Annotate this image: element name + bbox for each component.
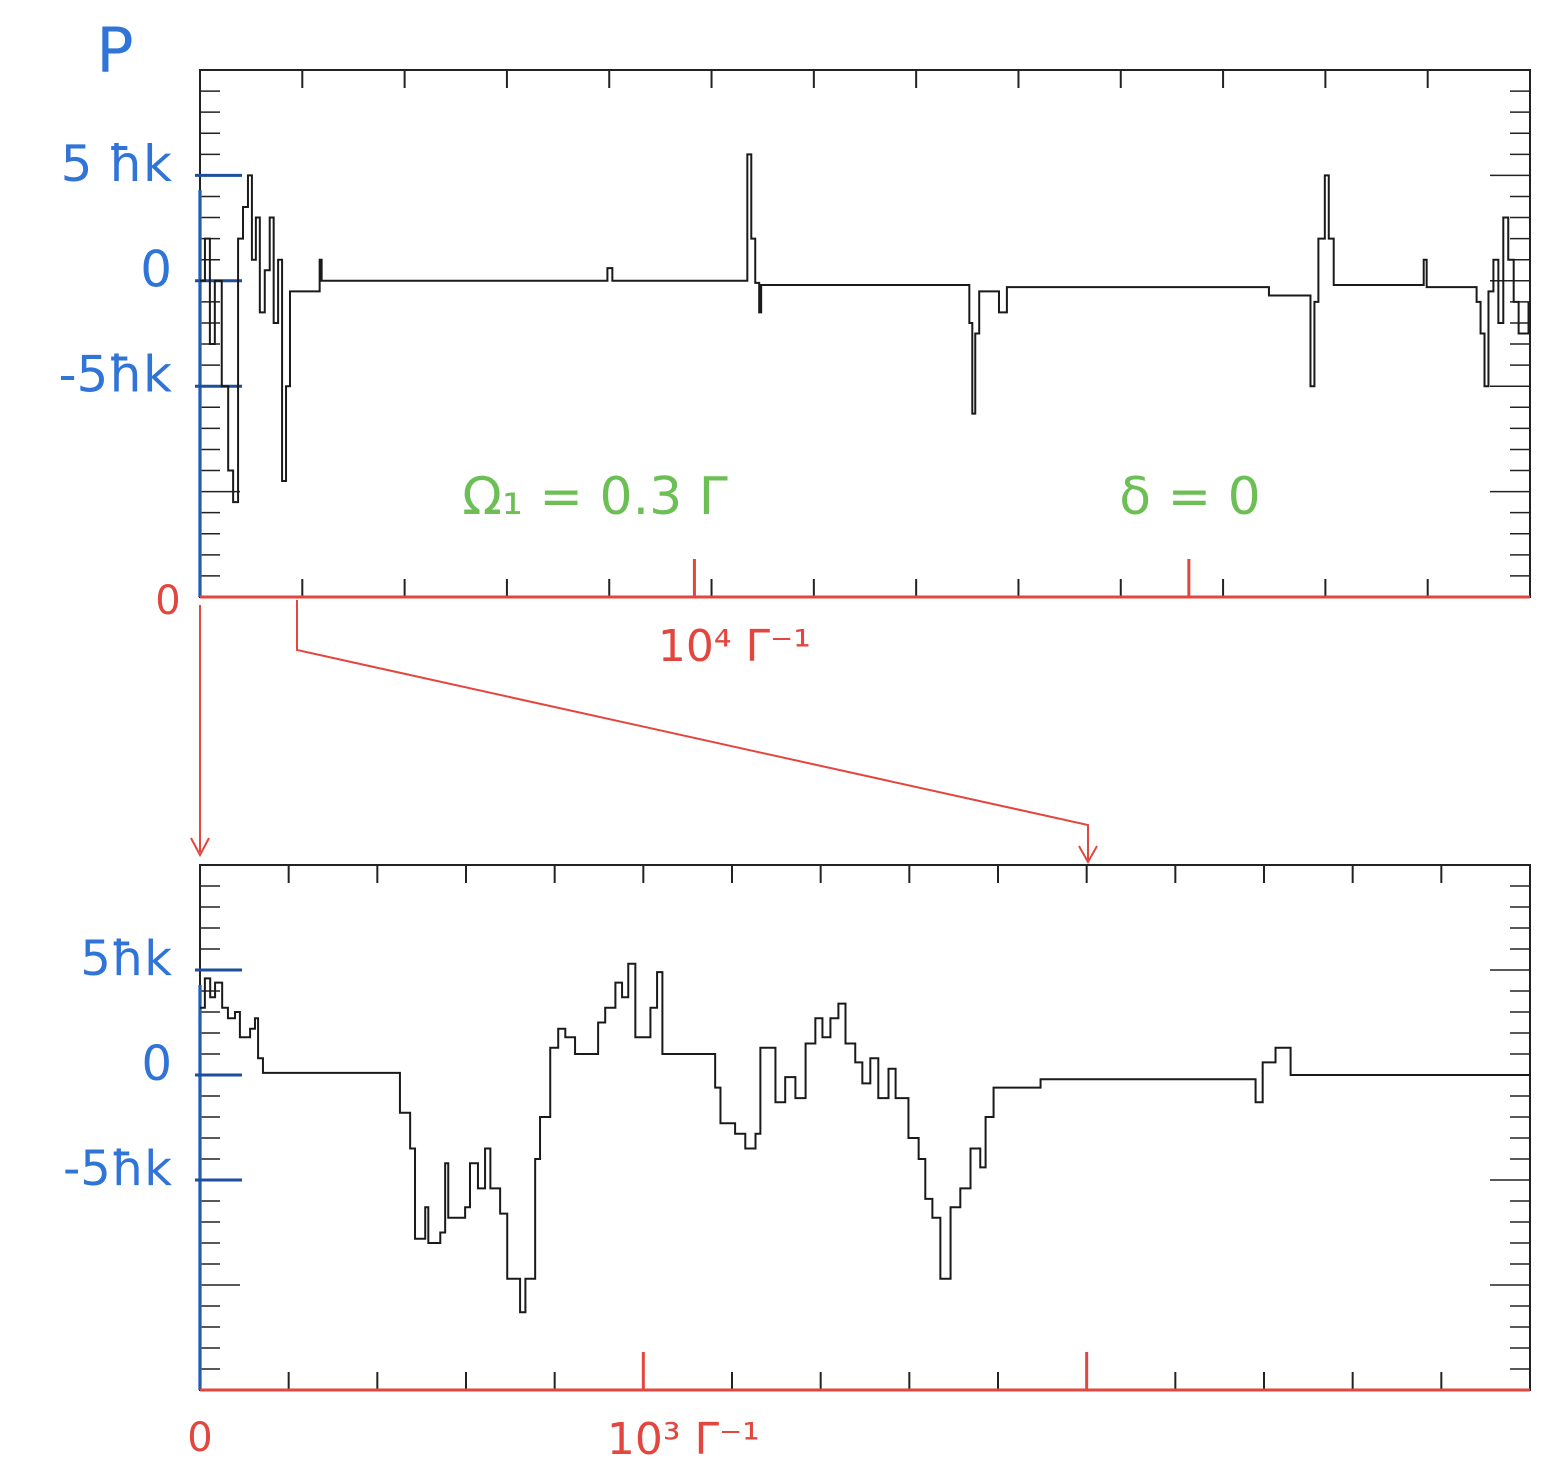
y-tick-label: -5ħk bbox=[58, 346, 172, 404]
x-tick-label: 0 bbox=[155, 578, 180, 624]
y-tick-label: -5ħk bbox=[63, 1141, 172, 1197]
data-line bbox=[200, 153, 1530, 504]
x-tick-label: 0 bbox=[187, 1415, 212, 1461]
zoom-arrow-right bbox=[296, 600, 1098, 865]
y-tick-label: 5 ħk bbox=[61, 135, 172, 193]
plot-frame bbox=[199, 864, 1531, 1391]
y-tick-label: 0 bbox=[140, 240, 172, 298]
zoom-arrows bbox=[190, 600, 1098, 865]
x-tick-label: 10³ Γ⁻¹ bbox=[607, 1414, 760, 1465]
y-tick-label: 0 bbox=[141, 1036, 172, 1092]
annotation: δ = 0 bbox=[1119, 467, 1261, 527]
plot-frame bbox=[199, 69, 1531, 598]
y-tick-label: 5ħk bbox=[80, 931, 172, 987]
zoom-arrow-left bbox=[190, 605, 210, 858]
x-tick-label: 10⁴ Γ⁻¹ bbox=[658, 621, 811, 672]
data-line bbox=[200, 962, 1530, 1314]
y-axis-label: P bbox=[96, 14, 133, 87]
annotation: Ω₁ = 0.3 Γ bbox=[462, 467, 727, 527]
